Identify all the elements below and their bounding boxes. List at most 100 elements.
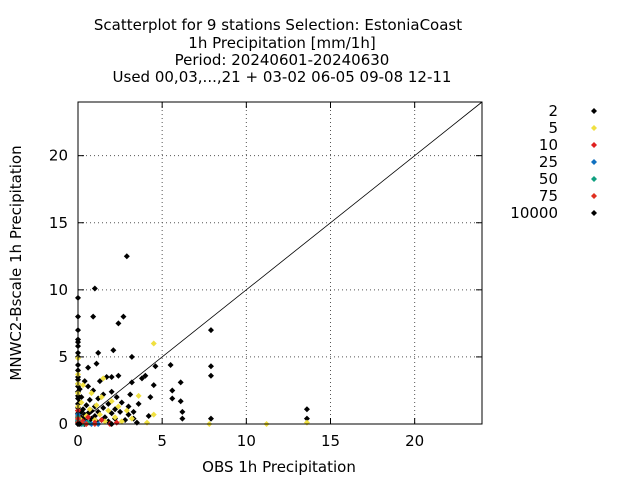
data-point-2 bbox=[177, 379, 184, 386]
data-point-2 bbox=[90, 313, 97, 320]
data-point-2 bbox=[85, 364, 92, 371]
data-point-2 bbox=[117, 408, 124, 415]
data-point-2 bbox=[112, 406, 119, 413]
legend-label: 2 bbox=[548, 102, 558, 120]
x-axis-label: OBS 1h Precipitation bbox=[202, 458, 356, 476]
data-point-2 bbox=[110, 347, 117, 354]
data-point-2 bbox=[135, 400, 142, 407]
y-tick-label: 5 bbox=[58, 348, 68, 366]
legend-label: 50 bbox=[539, 170, 558, 188]
data-point-2 bbox=[207, 363, 214, 370]
data-point-2 bbox=[91, 285, 98, 292]
legend-marker bbox=[591, 176, 597, 182]
data-point-2 bbox=[128, 353, 135, 360]
data-point-2 bbox=[127, 391, 134, 398]
data-point-2 bbox=[169, 387, 176, 394]
plot-area-frame bbox=[77, 101, 483, 425]
data-point-10 bbox=[98, 416, 105, 423]
data-point-2 bbox=[177, 398, 184, 405]
data-point-2 bbox=[179, 408, 186, 415]
legend-marker bbox=[591, 125, 597, 131]
legend-label: 25 bbox=[539, 153, 558, 171]
legend-marker bbox=[591, 142, 597, 148]
data-point-5 bbox=[105, 407, 112, 414]
data-point-2 bbox=[108, 388, 115, 395]
legend-label: 5 bbox=[548, 119, 558, 137]
data-point-5 bbox=[128, 415, 135, 422]
legend-marker bbox=[591, 210, 597, 216]
data-point-2 bbox=[78, 394, 85, 401]
data-point-2 bbox=[145, 412, 152, 419]
data-point-2 bbox=[115, 372, 122, 379]
x-tick-label: 0 bbox=[73, 432, 83, 450]
data-point-2 bbox=[115, 320, 122, 327]
y-tick-label: 0 bbox=[58, 415, 68, 433]
data-point-2 bbox=[96, 378, 103, 385]
legend-marker bbox=[591, 108, 597, 114]
data-point-2 bbox=[100, 404, 107, 411]
data-point-5 bbox=[112, 414, 119, 421]
data-point-5 bbox=[88, 390, 95, 397]
data-point-2 bbox=[167, 361, 174, 368]
title-line-2: 1h Precipitation [mm/1h] bbox=[188, 34, 375, 52]
y-tick-label: 15 bbox=[49, 214, 68, 232]
data-point-5 bbox=[78, 399, 85, 406]
data-point-5 bbox=[93, 402, 100, 409]
x-tick-label: 10 bbox=[237, 432, 256, 450]
legend-label: 10000 bbox=[510, 204, 558, 222]
data-point-2 bbox=[150, 382, 157, 389]
diagonal-line-path bbox=[77, 101, 483, 425]
data-point-2 bbox=[120, 313, 127, 320]
legend-label: 75 bbox=[539, 187, 558, 205]
y-axis-ticks: 0 5 10 15 20 bbox=[49, 147, 482, 433]
data-point-2 bbox=[95, 349, 102, 356]
data-point-2 bbox=[105, 400, 112, 407]
data-point-2 bbox=[303, 406, 310, 413]
legend-marker bbox=[591, 159, 597, 165]
data-point-2 bbox=[101, 414, 108, 421]
data-point-2 bbox=[118, 399, 125, 406]
title-line-4: Used 00,03,...,21 + 03-02 06-05 09-08 12… bbox=[113, 68, 452, 86]
data-point-5 bbox=[100, 375, 107, 382]
data-point-2 bbox=[207, 372, 214, 379]
data-point-2 bbox=[207, 415, 214, 422]
data-point-2 bbox=[303, 415, 310, 422]
data-point-5 bbox=[303, 419, 310, 426]
data-point-2 bbox=[152, 363, 159, 370]
data-point-2 bbox=[91, 412, 98, 419]
x-axis-ticks: 0 5 10 15 20 bbox=[73, 102, 424, 450]
data-point-5 bbox=[115, 403, 122, 410]
chart-title: Scatterplot for 9 stations Selection: Es… bbox=[94, 16, 462, 86]
data-point-2 bbox=[93, 360, 100, 367]
data-point-2 bbox=[179, 415, 186, 422]
data-point-5 bbox=[86, 406, 93, 413]
data-point-2 bbox=[86, 396, 93, 403]
data-point-10 bbox=[85, 414, 92, 421]
data-points bbox=[75, 253, 310, 427]
data-point-2 bbox=[83, 402, 90, 409]
data-point-2 bbox=[138, 375, 145, 382]
diagonal-line bbox=[77, 101, 483, 425]
y-tick-label: 20 bbox=[49, 147, 68, 165]
data-point-2 bbox=[108, 374, 115, 381]
data-point-5 bbox=[150, 340, 157, 347]
data-point-5 bbox=[135, 392, 142, 399]
data-point-5 bbox=[118, 418, 125, 425]
legend-marker bbox=[591, 193, 597, 199]
data-point-5 bbox=[144, 419, 151, 426]
title-line-1: Scatterplot for 9 stations Selection: Es… bbox=[94, 16, 462, 34]
data-point-2 bbox=[80, 406, 87, 413]
data-point-5 bbox=[123, 407, 130, 414]
data-point-2 bbox=[123, 253, 130, 260]
data-point-2 bbox=[85, 383, 92, 390]
x-tick-label: 20 bbox=[405, 432, 424, 450]
title-line-3: Period: 20240601-20240630 bbox=[175, 51, 390, 69]
data-point-2 bbox=[108, 410, 115, 417]
data-point-5 bbox=[150, 411, 157, 418]
data-point-5 bbox=[98, 394, 105, 401]
data-point-2 bbox=[130, 408, 137, 415]
data-point-2 bbox=[147, 394, 154, 401]
data-point-5 bbox=[96, 411, 103, 418]
